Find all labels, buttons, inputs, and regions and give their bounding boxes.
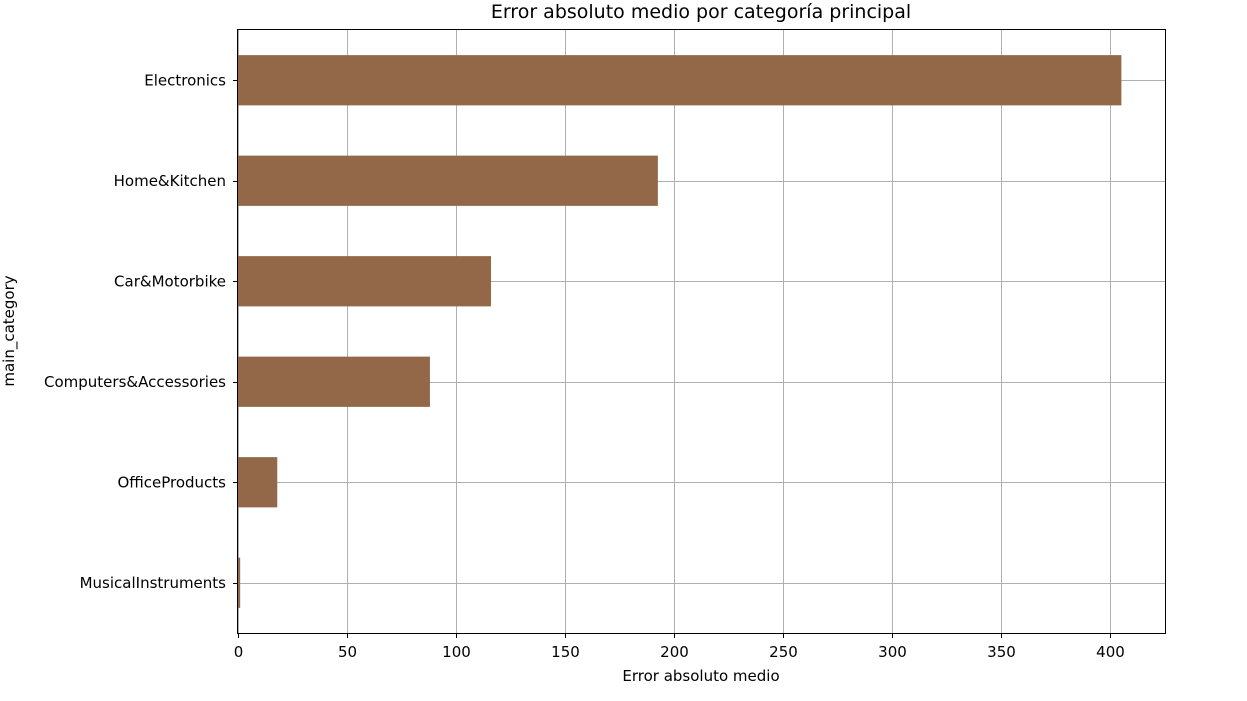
grid-lines [238, 30, 1165, 633]
bar-electronics [238, 55, 1122, 106]
bar-group [238, 55, 1122, 608]
y-tick-label: Electronics [144, 71, 226, 89]
bar-musicalinstruments [238, 557, 241, 608]
bar-car-motorbike [238, 256, 492, 307]
x-axis-label: Error absoluto medio [622, 667, 779, 685]
y-tick-label: MusicalInstruments [80, 574, 227, 592]
x-tick-label: 0 [234, 643, 244, 661]
bar-computers-accessories [238, 356, 430, 407]
bar-home-kitchen [238, 155, 658, 206]
plot-frame [237, 29, 1166, 634]
x-tick-label: 400 [1096, 643, 1125, 661]
bar-officeproducts [238, 457, 278, 508]
x-axis-ticks: 0 50 100 150 200 250 300 350 400 [234, 633, 1125, 661]
y-tick-label: OfficeProducts [117, 473, 226, 491]
y-tick-label: Car&Motorbike [114, 272, 226, 290]
y-axis-label: main_category [0, 275, 19, 386]
x-tick-label: 350 [987, 643, 1016, 661]
x-tick-label: 100 [442, 643, 471, 661]
x-tick-label: 150 [551, 643, 580, 661]
y-axis-ticks: Electronics Home&Kitchen Car&Motorbike Comp… [44, 71, 238, 592]
x-tick-label: 50 [338, 643, 357, 661]
x-tick-label: 300 [878, 643, 907, 661]
y-tick-label: Home&Kitchen [114, 172, 226, 190]
chart-title: Error absoluto medio por categoría princ… [491, 1, 911, 23]
y-tick-label: Computers&Accessories [44, 373, 226, 391]
x-tick-label: 200 [660, 643, 689, 661]
x-tick-label: 250 [769, 643, 798, 661]
